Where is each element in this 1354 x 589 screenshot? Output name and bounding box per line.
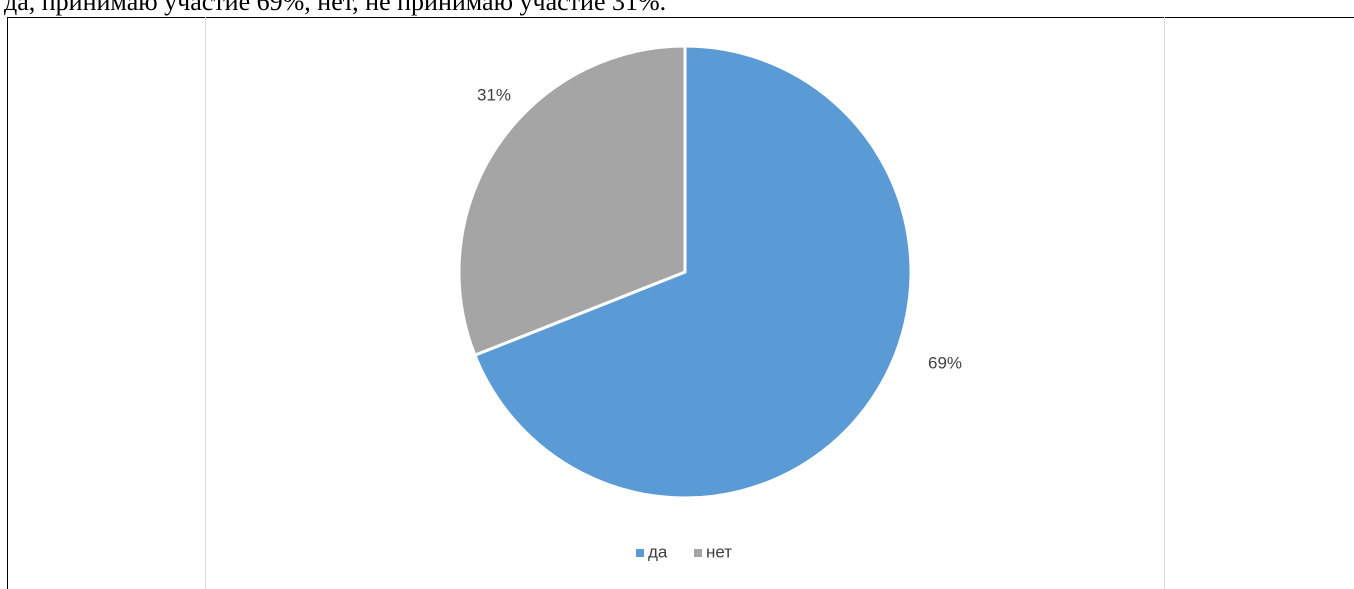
legend-swatch-net [694, 549, 702, 557]
table-border-left [7, 17, 8, 589]
pie-slice-net [457, 44, 687, 357]
pie-slices [457, 44, 913, 500]
legend-label-da: да [648, 542, 668, 561]
legend-swatch-da [636, 549, 644, 557]
pie-slice-da [473, 44, 913, 500]
data-label-da: 69% [928, 353, 962, 372]
legend-label-net: нет [706, 542, 732, 561]
pie-data-labels: 69% 31% [477, 85, 962, 372]
chart-area [205, 17, 1165, 589]
chart-legend: да нет [636, 542, 732, 561]
table-border-top [7, 17, 1354, 18]
document-text-line: да, принимаю участие 69%, нет, не приним… [4, 0, 667, 16]
data-label-net: 31% [477, 85, 511, 104]
